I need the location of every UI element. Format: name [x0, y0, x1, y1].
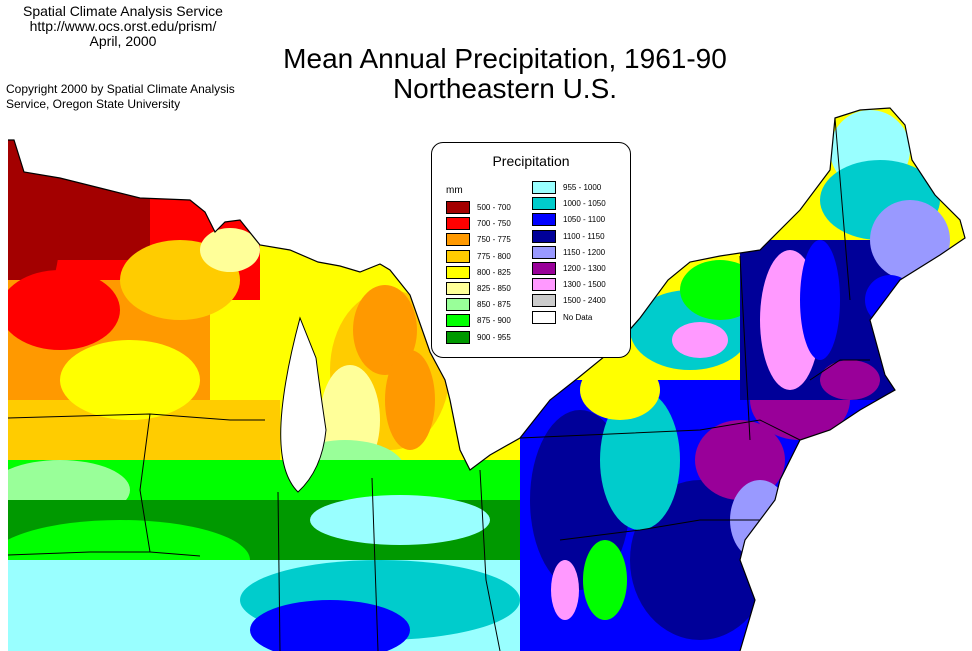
legend-label: 900 - 955 — [477, 332, 511, 342]
legend-item: 775 - 800 — [446, 249, 511, 263]
legend-swatch — [532, 310, 556, 324]
legend-item: 850 - 875 — [446, 298, 511, 312]
legend-label: 1050 - 1100 — [563, 215, 606, 225]
legend-label: No Data — [563, 312, 593, 322]
legend-swatch — [446, 233, 470, 247]
legend-label: 1100 - 1150 — [563, 231, 605, 241]
legend-item: 1050 - 1100 — [532, 213, 606, 227]
legend-swatch — [532, 262, 556, 275]
legend-label: 1150 - 1200 — [563, 247, 606, 257]
legend: Precipitation mm 500 - 700 700 - 750 750 -… — [431, 142, 631, 358]
legend-item: 750 - 775 — [446, 233, 511, 247]
legend-swatch — [446, 298, 470, 312]
legend-label: 800 - 825 — [477, 267, 511, 277]
legend-item: No Data — [532, 310, 593, 324]
legend-item: 800 - 825 — [446, 265, 511, 279]
copyright-line-1: Copyright 2000 by Spatial Climate Analys… — [6, 82, 235, 96]
credit-url: http://www.ocs.orst.edu/prism/ — [29, 18, 217, 34]
legend-item: 1500 - 2400 — [532, 294, 606, 308]
legend-item: 1000 - 1050 — [532, 197, 606, 211]
legend-label: 1000 - 1050 — [563, 199, 606, 209]
legend-swatch — [532, 181, 556, 194]
legend-swatch — [446, 249, 470, 263]
legend-label: 775 - 800 — [477, 251, 511, 261]
legend-item: 955 - 1000 — [532, 181, 601, 194]
legend-label: 700 - 750 — [477, 219, 511, 229]
legend-label: 825 - 850 — [477, 284, 511, 293]
legend-swatch — [446, 330, 470, 344]
legend-swatch — [446, 282, 470, 295]
legend-unit: mm — [446, 185, 463, 196]
legend-item: 700 - 750 — [446, 217, 511, 231]
credit-date: April, 2000 — [89, 33, 157, 49]
legend-item: 825 - 850 — [446, 282, 511, 295]
legend-swatch — [446, 217, 470, 231]
legend-swatch — [446, 314, 470, 328]
legend-item: 500 - 700 — [446, 201, 511, 214]
credit-block: Spatial Climate Analysis Service http://… — [8, 4, 238, 49]
legend-label: 1200 - 1300 — [563, 264, 606, 273]
legend-label: 750 - 775 — [477, 235, 511, 245]
legend-label: 875 - 900 — [477, 316, 511, 326]
legend-title: Precipitation — [492, 153, 570, 169]
legend-label: 850 - 875 — [477, 300, 511, 310]
map-title-line-1: Mean Annual Precipitation, 1961-90 — [283, 43, 727, 74]
copyright-line-2: Service, Oregon State University — [6, 97, 181, 111]
legend-swatch — [532, 245, 556, 259]
legend-label: 500 - 700 — [477, 203, 511, 212]
credit-agency: Spatial Climate Analysis Service — [23, 3, 223, 19]
legend-swatch — [532, 197, 556, 211]
legend-item: 1200 - 1300 — [532, 262, 606, 275]
legend-swatch — [446, 201, 470, 214]
legend-item: 900 - 955 — [446, 330, 511, 344]
copyright-block: Copyright 2000 by Spatial Climate Analys… — [6, 82, 276, 112]
legend-item: 1300 - 1500 — [532, 278, 606, 292]
legend-item: 875 - 900 — [446, 314, 511, 328]
legend-swatch — [532, 213, 556, 227]
legend-swatch — [532, 294, 556, 308]
legend-label: 955 - 1000 — [563, 183, 602, 192]
legend-item: 1150 - 1200 — [532, 245, 606, 259]
legend-swatch — [532, 229, 556, 243]
legend-swatch — [446, 265, 470, 279]
map-title-line-2: Northeastern U.S. — [392, 73, 618, 104]
legend-label: 1500 - 2400 — [563, 296, 606, 306]
legend-label: 1300 - 1500 — [563, 280, 606, 290]
map-title: Mean Annual Precipitation, 1961-90 North… — [270, 44, 740, 104]
legend-item: 1100 - 1150 — [532, 229, 605, 243]
legend-swatch — [532, 278, 556, 292]
